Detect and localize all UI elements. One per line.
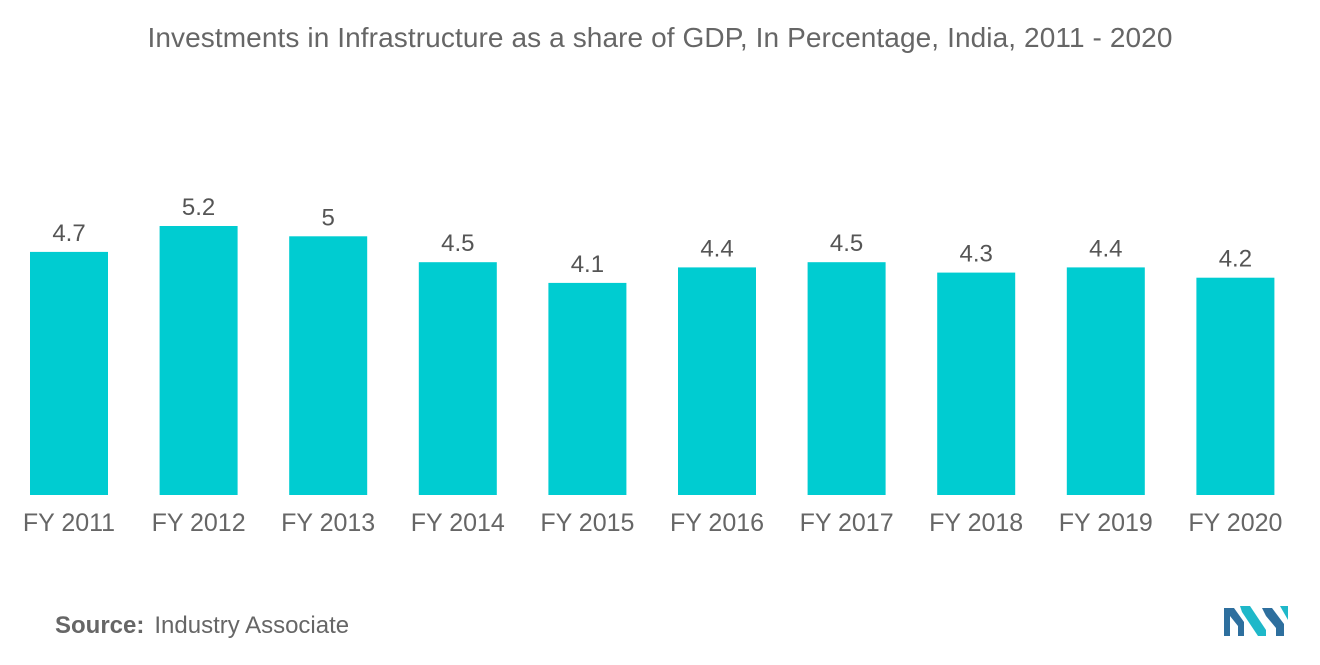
bar	[678, 267, 756, 495]
bar	[1066, 267, 1145, 495]
data-label: 4.1	[571, 251, 604, 278]
bar	[30, 251, 108, 495]
bar	[418, 262, 497, 495]
data-label: 4.7	[52, 220, 85, 247]
source-text: Industry Associate	[154, 612, 350, 639]
data-label: 4.4	[1089, 235, 1122, 262]
x-tick-label: FY 2014	[411, 509, 505, 537]
bar	[159, 226, 238, 495]
x-tick-label: FY 2011	[23, 509, 115, 537]
x-tick-label: FY 2017	[800, 509, 894, 537]
source-label: Source:	[55, 612, 145, 639]
x-tick-label: FY 2015	[540, 509, 634, 537]
x-tick-label: FY 2013	[281, 509, 375, 537]
bar	[1196, 277, 1275, 495]
data-label: 4.3	[960, 241, 993, 268]
chart-title: Investments in Infrastructure as a share…	[147, 22, 1173, 53]
data-label: 5.2	[182, 194, 215, 221]
data-label: 4.4	[700, 235, 733, 262]
bar-chart: 4.7 FY 2011 5.2 FY 2012 5 FY 2013 4.5 FY 2014 4.…	[23, 194, 1283, 537]
bar	[548, 282, 627, 495]
bar	[937, 272, 1016, 495]
data-label: 5	[322, 204, 335, 231]
bar	[289, 236, 368, 496]
x-tick-label: FY 2018	[929, 509, 1023, 537]
data-label: 4.5	[830, 230, 863, 257]
x-tick-label: FY 2020	[1188, 509, 1282, 537]
source-note: Source: Industry Associate	[55, 612, 349, 640]
x-tick-label: FY 2012	[152, 509, 246, 537]
x-tick-label: FY 2016	[670, 509, 764, 537]
brand-logo-icon	[1224, 606, 1288, 636]
data-label: 4.5	[441, 230, 474, 257]
data-label: 4.2	[1219, 246, 1252, 273]
x-tick-label: FY 2019	[1059, 509, 1153, 537]
bar	[807, 262, 886, 495]
